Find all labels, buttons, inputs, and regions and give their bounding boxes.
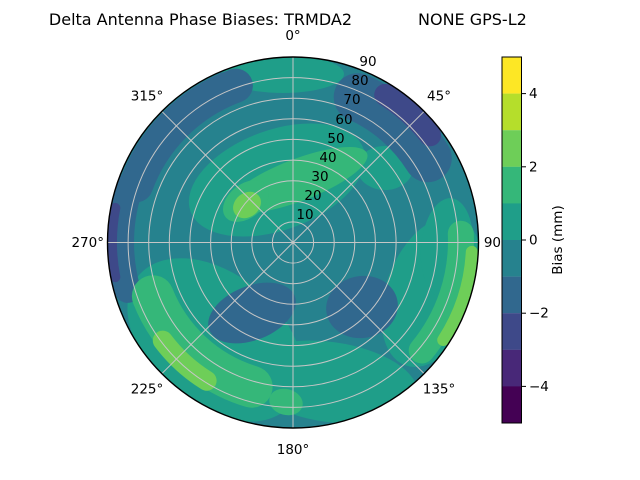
contour-region-right-edge-ridge	[408, 220, 474, 364]
azimuth-label-270: 270°	[71, 235, 104, 251]
colorbar-segment-0	[502, 57, 522, 94]
azimuth-label-90: 90	[484, 235, 501, 251]
contour-region-lower-right-negative	[326, 275, 398, 339]
radial-label-80: 80	[351, 73, 368, 89]
contour-region-below-center-negative	[208, 282, 296, 344]
contour-region-bottom-green-patch	[269, 388, 303, 416]
colorbar-axis-label: Bias (mm)	[550, 205, 566, 274]
colorbar-segment-2	[502, 130, 522, 167]
contour-region-central-bright-core	[233, 191, 261, 219]
colorbar-segment-8	[502, 349, 522, 387]
radial-label-70: 70	[343, 92, 360, 108]
radial-label-50: 50	[327, 131, 344, 147]
contour-region-lower-left-bright-core	[152, 330, 217, 391]
azimuth-label-180: 180°	[277, 442, 310, 458]
radial-label-30: 30	[311, 169, 328, 185]
radial-label-40: 40	[319, 150, 336, 166]
azimuth-label-135: 135°	[423, 382, 456, 398]
azimuth-label-315: 315°	[131, 89, 164, 105]
contour-region-45deg-edge-negative	[333, 73, 452, 183]
colorbar-segment-9	[502, 386, 522, 423]
radial-label-60: 60	[335, 112, 352, 128]
radial-tick-labels: 10 20 30 40 50 60 70 80 90	[296, 54, 376, 223]
azimuth-label-45: 45°	[427, 89, 451, 105]
radial-label-20: 20	[304, 188, 321, 204]
contour-region-left-edge-negative	[108, 170, 145, 303]
title-main: Delta Antenna Phase Biases: TRMDA2	[49, 10, 352, 29]
colorbar-tick-label-neg4: −4	[529, 379, 549, 395]
colorbar-segment-1	[502, 93, 522, 131]
colorbar-tick-label-2: 2	[529, 159, 538, 175]
colorbar-segment-7	[502, 313, 522, 350]
colorbar-tick-label-4: 4	[529, 86, 538, 102]
colorbar-segment-4	[502, 203, 522, 241]
contour-region-right-edge-bright-strip	[437, 245, 478, 346]
polar-grid-spoke	[161, 110, 425, 375]
title-secondary: NONE GPS-L2	[418, 10, 527, 29]
contour-region-45deg-edge-core	[374, 83, 442, 147]
colorbar: 4 2 0 −2 −4 Bias (mm)	[501, 56, 566, 424]
colorbar-tick-label-neg2: −2	[529, 306, 549, 322]
colorbar-segment-6	[502, 276, 522, 314]
colorbar-segment-3	[502, 166, 522, 204]
azimuth-label-0: 0°	[285, 28, 300, 44]
radial-label-10: 10	[296, 207, 313, 223]
polar-outline	[106, 56, 480, 429]
radial-label-90: 90	[359, 54, 376, 70]
colorbar-segment-5	[502, 240, 522, 277]
contour-region-lower-left-ridge	[131, 275, 273, 408]
azimuth-label-225: 225°	[131, 382, 164, 398]
polar-grid	[106, 56, 480, 429]
colorbar-tick-label-0: 0	[529, 233, 538, 249]
azimuth-tick-labels: 0° 45° 90 135° 180° 225° 270° 315°	[71, 28, 501, 458]
